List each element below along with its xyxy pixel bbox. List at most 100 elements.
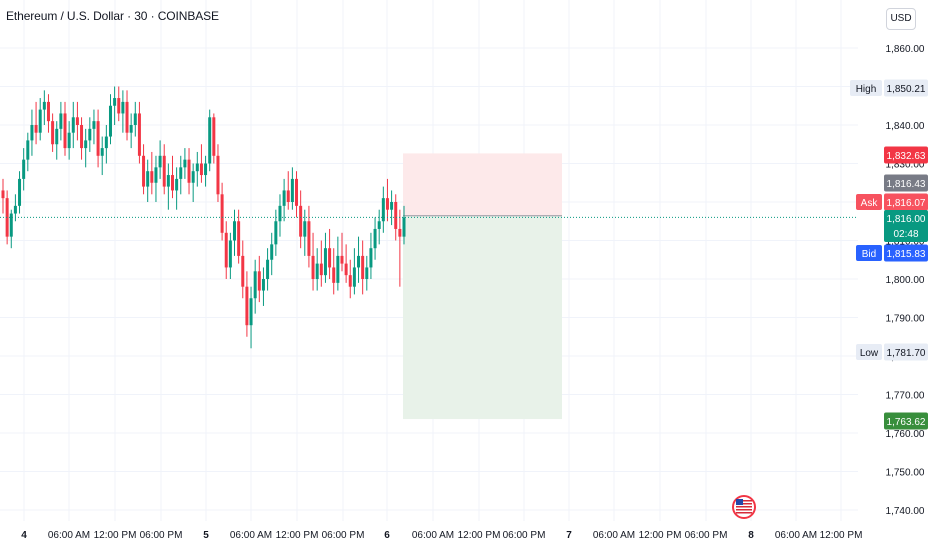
candle-body [183,159,187,168]
candle-body [204,163,208,176]
candle-body [170,175,174,191]
candle-body [311,255,315,279]
flag-stripe [736,512,752,514]
candle-body [18,178,22,206]
candle-body [5,198,9,237]
y-tick-label: 1,830.00 [886,160,925,171]
last-price-value: 1,816.00 [887,214,926,225]
flag-stripe [736,500,752,502]
candle-body [195,163,199,172]
ask-tag: Ask [861,198,879,209]
candle-body [352,267,356,287]
candle-body [290,178,294,202]
candle-body [75,117,79,125]
target-value-bg [884,412,928,430]
candle-body [1,190,5,199]
candle-body [328,248,332,268]
candle-body [55,128,59,145]
low-value: 1,781.70 [887,348,926,359]
candle-body [179,167,183,179]
y-tick-label: 1,800.00 [886,275,925,286]
candle-body [303,221,307,237]
x-tick-label: 6 [384,530,390,541]
candle-body [377,221,381,229]
candle-body [175,178,179,191]
y-tick-label: 1,770.00 [886,391,925,402]
us-flag-icon[interactable] [732,495,756,519]
target-value: 1,763.62 [887,417,926,428]
flag-stripe [736,503,752,505]
price-axis[interactable]: 1,740.001,750.001,760.001,770.001,780.00… [886,44,925,517]
candle-body [365,267,369,279]
x-tick-label: 06:00 AM [775,530,817,541]
x-tick-label: 12:00 PM [276,530,319,541]
currency-button[interactable]: USD [886,8,916,30]
candle-body [108,105,112,137]
candle-body [113,98,117,106]
candle-body [220,194,224,233]
candle-body [270,244,274,260]
candle-body [59,113,63,129]
candle-body [121,101,125,114]
candle-body [191,171,195,183]
candle-body [361,255,365,279]
candle-body [166,175,170,187]
time-axis[interactable]: 4 06:00 AM 12:00 PM 06:00 PM 5 06:00 AM 12:00 … [21,530,862,541]
candle-body [162,155,166,187]
flag-stripe [736,506,752,508]
bid-value-bg [884,244,928,262]
candle-body [84,140,88,149]
candle-body [216,155,220,195]
candle-body [51,121,55,145]
candle-body [199,163,203,176]
candle-body [274,221,278,245]
candle-body [9,213,13,237]
candle-body [286,190,290,202]
bid-tag: Bid [862,249,876,260]
low-tag-bg [856,344,882,360]
candle-body [369,248,373,268]
last-price-bg [884,210,928,242]
candle-body [129,125,133,133]
candle-body [22,159,26,179]
candle-body [38,109,42,133]
candle-body [30,125,34,141]
candle-body [233,221,237,241]
high-tag: High [856,84,877,95]
candle-body [245,286,249,326]
candle-body [212,117,216,156]
high-tag-bg [850,80,882,96]
countdown: 02:48 [893,229,918,240]
stop-loss-zone [403,153,562,216]
ask-tag-bg [856,194,882,210]
candle-body [125,101,129,133]
candle-body [278,205,282,222]
candle-body [249,298,253,326]
candle-body [154,167,158,183]
candle-body [332,267,336,283]
candle-body [241,255,245,287]
x-tick-label: 06:00 AM [230,530,272,541]
x-tick-label: 4 [21,530,27,541]
candle-body [373,228,377,249]
high-value-bg [884,79,928,97]
stop-value: 1,832.63 [887,151,926,162]
candle-body [398,228,402,237]
candle-body [402,217,406,237]
candle-body [348,275,352,287]
x-tick-label: 12:00 PM [820,530,863,541]
candle-body [67,132,71,149]
x-tick-label: 06:00 AM [412,530,454,541]
candle-body [142,155,146,187]
x-tick-label: 06:00 AM [593,530,635,541]
x-tick-label: 12:00 PM [94,530,137,541]
candle-body [394,202,398,229]
short-position-tool[interactable] [403,153,562,420]
ask-value: 1,816.07 [887,198,926,209]
y-tick-label: 1,860.00 [886,44,925,55]
candle-body [150,171,154,183]
candle-body [100,148,104,156]
y-tick-label: 1,740.00 [886,506,925,517]
candle-body [307,221,311,256]
